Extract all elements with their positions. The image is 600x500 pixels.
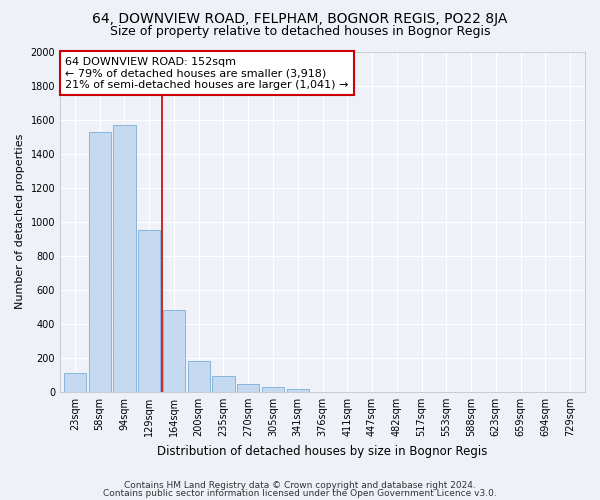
Bar — [138, 230, 160, 392]
Bar — [237, 384, 259, 392]
Bar — [113, 124, 136, 392]
Bar — [212, 376, 235, 392]
Bar — [188, 362, 210, 392]
Text: Size of property relative to detached houses in Bognor Regis: Size of property relative to detached ho… — [110, 25, 490, 38]
X-axis label: Distribution of detached houses by size in Bognor Regis: Distribution of detached houses by size … — [157, 444, 488, 458]
Text: 64, DOWNVIEW ROAD, FELPHAM, BOGNOR REGIS, PO22 8JA: 64, DOWNVIEW ROAD, FELPHAM, BOGNOR REGIS… — [92, 12, 508, 26]
Bar — [262, 387, 284, 392]
Text: 64 DOWNVIEW ROAD: 152sqm
← 79% of detached houses are smaller (3,918)
21% of sem: 64 DOWNVIEW ROAD: 152sqm ← 79% of detach… — [65, 56, 349, 90]
Text: Contains HM Land Registry data © Crown copyright and database right 2024.: Contains HM Land Registry data © Crown c… — [124, 481, 476, 490]
Bar — [64, 373, 86, 392]
Bar — [89, 132, 111, 392]
Y-axis label: Number of detached properties: Number of detached properties — [15, 134, 25, 310]
Bar — [287, 388, 309, 392]
Text: Contains public sector information licensed under the Open Government Licence v3: Contains public sector information licen… — [103, 488, 497, 498]
Bar — [163, 310, 185, 392]
